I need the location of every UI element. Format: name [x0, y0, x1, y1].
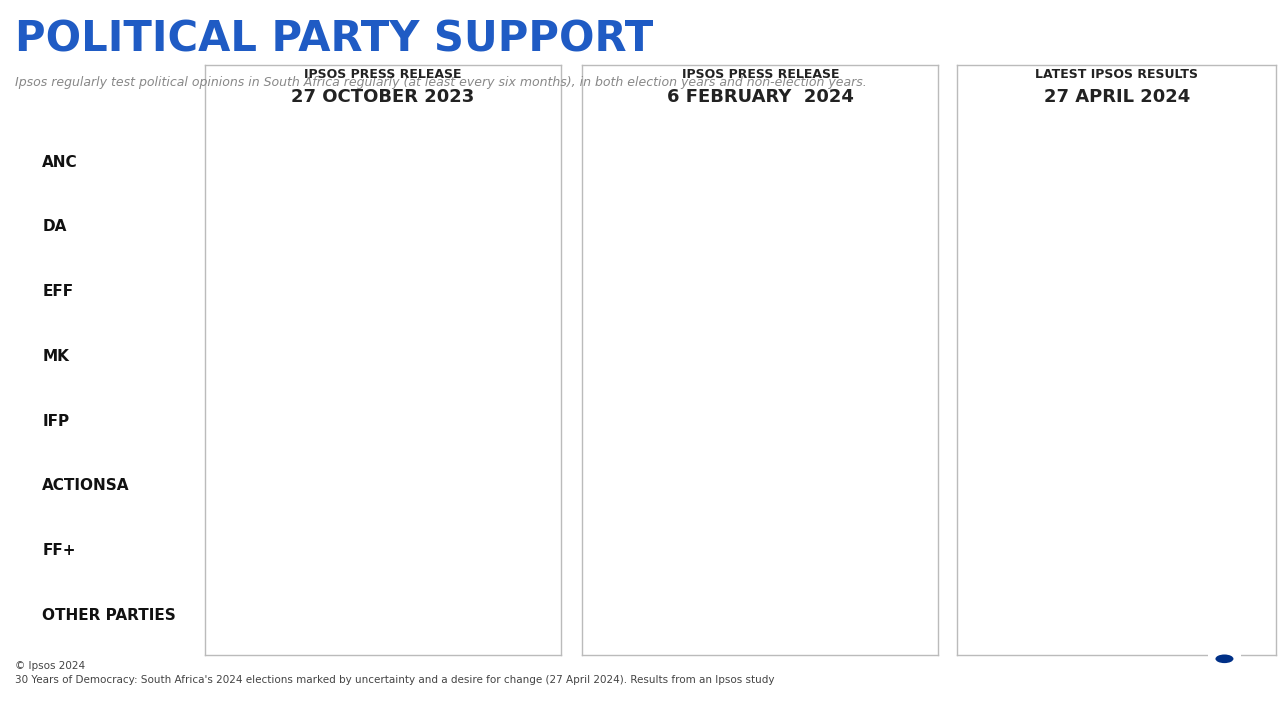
Text: 2.1%: 2.1% [599, 544, 640, 558]
Text: FF+: FF+ [42, 544, 76, 558]
Text: 6 FEBRUARY  2024: 6 FEBRUARY 2024 [667, 88, 854, 106]
Text: 20.5%: 20.5% [598, 220, 641, 233]
Text: 4.3%: 4.3% [599, 479, 640, 493]
Text: 40.2%: 40.2% [973, 156, 1016, 168]
Text: IPSOS PRESS RELEASE: IPSOS PRESS RELEASE [303, 68, 462, 81]
Text: 21.9%: 21.9% [973, 220, 1016, 233]
Text: 4.9%: 4.9% [599, 414, 640, 428]
Text: OTHER PARTIES: OTHER PARTIES [42, 608, 175, 623]
Text: 3.4%: 3.4% [974, 479, 1015, 493]
Text: -: - [617, 349, 622, 364]
Text: 27 APRIL 2024: 27 APRIL 2024 [1043, 88, 1190, 106]
Text: 20%: 20% [224, 220, 260, 234]
Text: POLITICAL PARTY SUPPORT: POLITICAL PARTY SUPPORT [15, 18, 654, 60]
Text: 4.4%: 4.4% [974, 414, 1015, 428]
Text: ANC: ANC [42, 155, 78, 169]
Text: 4%: 4% [229, 479, 255, 493]
Text: 1.8%: 1.8% [974, 544, 1015, 558]
Bar [1207, 654, 1242, 672]
Text: 8.4%: 8.4% [974, 349, 1015, 364]
Text: 8.4%: 8.4% [974, 608, 1015, 623]
Text: DA: DA [42, 220, 67, 234]
Text: Ipsos regularly test political opinions in South Africa regularly (at least ever: Ipsos regularly test political opinions … [15, 76, 867, 89]
Text: 8.1%: 8.1% [599, 608, 640, 623]
Text: MK: MK [42, 349, 69, 364]
Text: -: - [239, 349, 244, 364]
Circle shape [1216, 654, 1234, 663]
Text: LATEST IPSOS RESULTS: LATEST IPSOS RESULTS [1036, 68, 1198, 81]
Text: 8%: 8% [229, 608, 255, 623]
Text: 27 OCTOBER 2023: 27 OCTOBER 2023 [291, 88, 475, 106]
Text: IFP: IFP [42, 414, 69, 428]
Text: © Ipsos 2024: © Ipsos 2024 [15, 661, 86, 671]
Text: 43%: 43% [224, 155, 260, 169]
Text: 18%: 18% [224, 284, 260, 299]
Text: 30 Years of Democracy: South Africa's 2024 elections marked by uncertainty and a: 30 Years of Democracy: South Africa's 20… [15, 675, 774, 685]
Text: EFF: EFF [42, 284, 73, 299]
Text: 5%: 5% [229, 414, 255, 428]
Text: 40.5%: 40.5% [598, 156, 641, 168]
Text: Ipsos: Ipsos [1158, 670, 1212, 688]
Text: 19.6%: 19.6% [598, 285, 641, 298]
Text: ACTIONSA: ACTIONSA [42, 479, 129, 493]
Text: 11.5%: 11.5% [973, 285, 1016, 298]
Text: IPSOS PRESS RELEASE: IPSOS PRESS RELEASE [681, 68, 840, 81]
Text: 2%: 2% [229, 544, 255, 558]
